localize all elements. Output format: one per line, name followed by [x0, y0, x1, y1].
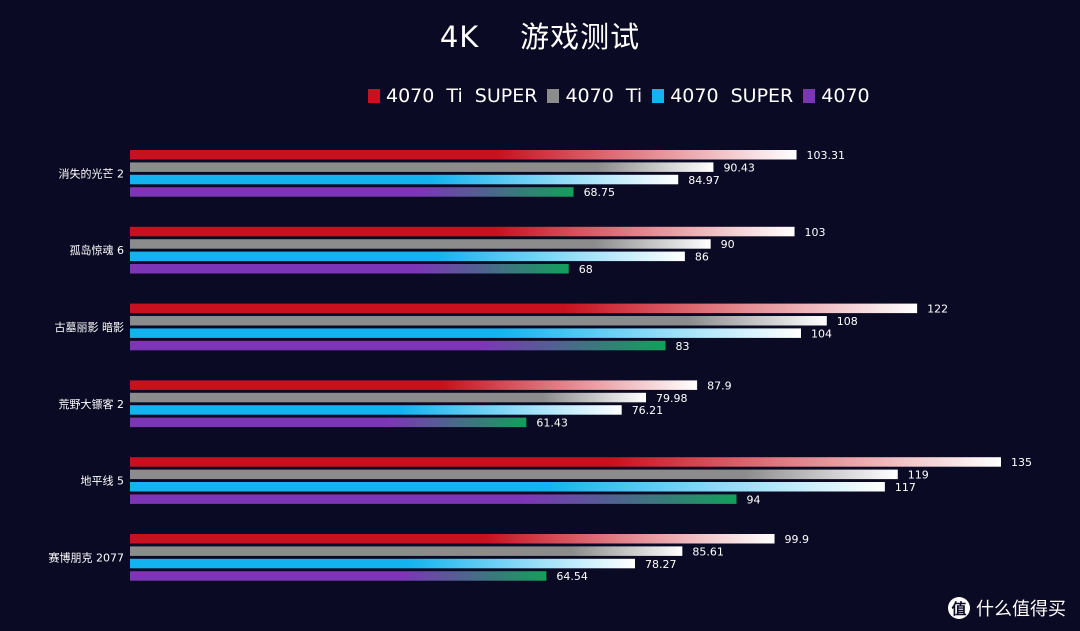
watermark-logo-icon: 值	[948, 597, 970, 619]
bar	[130, 534, 775, 544]
bar	[130, 494, 737, 504]
value-label: 68	[579, 263, 593, 276]
watermark-text: 什么值得买	[976, 599, 1066, 620]
value-label: 108	[837, 315, 858, 328]
bar	[130, 251, 685, 262]
bar	[130, 316, 827, 326]
category-label: 赛博朋克 2077	[49, 550, 125, 564]
bar	[130, 571, 547, 581]
legend-item-4070-ti: 4070 Ti	[547, 85, 642, 107]
value-label: 99.9	[785, 533, 810, 546]
value-label: 83	[676, 340, 690, 353]
bar	[130, 162, 714, 172]
value-label: 76.21	[632, 404, 664, 417]
bar	[130, 469, 898, 480]
value-label: 122	[927, 303, 948, 316]
bar	[130, 264, 569, 274]
value-label: 86	[695, 251, 709, 264]
bar	[130, 482, 885, 492]
value-label: 90.43	[723, 161, 755, 174]
value-label: 68.75	[584, 186, 616, 199]
bar	[130, 546, 683, 556]
bar	[130, 239, 711, 249]
value-label: 103	[805, 226, 826, 239]
bar	[130, 174, 679, 185]
bar	[130, 405, 622, 415]
value-label: 84.97	[688, 174, 720, 187]
bar	[130, 328, 801, 338]
value-label: 64.54	[556, 570, 588, 583]
legend-label: 4070	[821, 85, 870, 107]
category-label: 孤岛惊魂 6	[70, 243, 125, 257]
bar	[130, 187, 574, 197]
category-label: 荒野大镖客 2	[59, 397, 125, 411]
value-label: 78.27	[645, 558, 677, 571]
category-label: 古墓丽影 暗影	[55, 320, 125, 334]
legend-item-4070: 4070	[803, 85, 870, 107]
value-label: 85.61	[692, 545, 724, 558]
bar	[130, 150, 797, 160]
legend-label: 4070 Ti SUPER	[386, 85, 538, 107]
bar	[130, 303, 918, 314]
bar	[130, 558, 635, 569]
bar	[130, 340, 666, 351]
bar	[130, 457, 1001, 467]
legend-swatch	[368, 89, 380, 103]
chart-title: 4K 游戏测试	[439, 20, 641, 54]
bar	[130, 417, 527, 428]
value-label: 135	[1011, 456, 1032, 469]
bar	[130, 392, 647, 403]
legend-item-4070-super: 4070 SUPER	[652, 85, 793, 107]
legend-swatch	[547, 89, 560, 103]
legend: 4070 Ti SUPER 4070 Ti 4070 SUPER 4070	[368, 84, 880, 108]
watermark: 值 什么值得买	[948, 595, 1066, 621]
legend-swatch	[652, 89, 665, 103]
legend-item-4070-ti-super: 4070 Ti SUPER	[368, 85, 537, 107]
bar	[130, 380, 698, 390]
legend-label: 4070 Ti	[565, 85, 643, 107]
legend-label: 4070 SUPER	[670, 85, 794, 107]
value-label: 94	[746, 493, 760, 506]
legend-swatch	[803, 89, 816, 103]
category-label: 消失的光芒 2	[59, 166, 125, 180]
value-label: 103.31	[807, 149, 846, 162]
value-label: 119	[908, 469, 929, 482]
value-label: 117	[895, 481, 916, 494]
value-label: 79.98	[656, 392, 688, 405]
value-label: 90	[721, 238, 735, 251]
value-label: 104	[811, 327, 832, 340]
value-label: 87.9	[707, 379, 732, 392]
category-label: 地平线 5	[81, 474, 125, 488]
bar	[130, 226, 795, 237]
value-label: 61.43	[536, 417, 568, 430]
